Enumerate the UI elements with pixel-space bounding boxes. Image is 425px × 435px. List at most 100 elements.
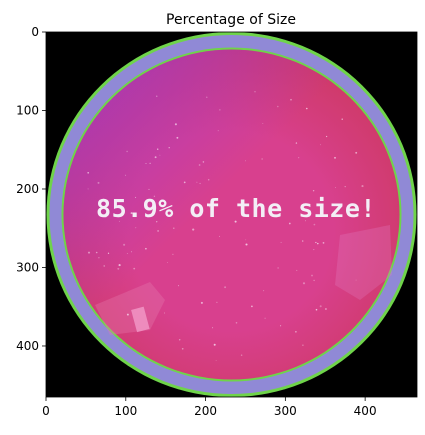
star-speck — [196, 215, 198, 217]
star-speck — [156, 221, 158, 223]
star-speck — [240, 354, 243, 356]
star-speck — [168, 147, 170, 149]
overlay-caption: 85.9% of the size! — [96, 194, 376, 223]
star-speck — [355, 151, 358, 154]
star-speck — [277, 267, 279, 269]
star-field — [87, 91, 364, 361]
star-speck — [280, 241, 282, 243]
star-speck — [174, 123, 177, 126]
star-speck — [135, 227, 137, 229]
star-speck — [312, 189, 315, 192]
star-speck — [320, 144, 321, 146]
x-tick-label: 100 — [114, 404, 137, 418]
star-speck — [288, 222, 291, 225]
star-speck — [192, 228, 195, 231]
star-speck — [295, 142, 298, 144]
star-speck — [335, 186, 337, 188]
x-tick-label: 400 — [354, 404, 377, 418]
star-speck — [200, 301, 203, 304]
star-speck — [319, 305, 322, 308]
star-speck — [126, 313, 129, 316]
star-speck — [156, 148, 159, 150]
star-speck — [97, 181, 100, 184]
star-speck — [263, 290, 265, 292]
star-speck — [262, 122, 264, 124]
star-speck — [173, 227, 175, 230]
star-speck — [183, 181, 186, 184]
star-speck — [325, 135, 328, 138]
x-axis: 0 100 200 300 400 — [42, 397, 377, 418]
star-speck — [107, 252, 110, 254]
star-speck — [98, 256, 100, 259]
star-speck — [176, 136, 179, 139]
star-speck — [313, 279, 315, 282]
star-speck — [154, 156, 157, 159]
star-speck — [301, 240, 304, 242]
y-tick-label: 300 — [16, 260, 39, 274]
star-speck — [261, 158, 263, 160]
star-speck — [341, 118, 343, 120]
star-speck — [290, 98, 292, 101]
y-tick-label: 400 — [16, 339, 39, 353]
star-speck — [95, 251, 98, 254]
star-speck — [245, 243, 248, 246]
star-speck — [87, 171, 90, 174]
star-speck — [224, 286, 227, 289]
star-speck — [355, 279, 357, 281]
star-speck — [245, 239, 247, 241]
star-speck — [135, 196, 137, 198]
star-speck — [334, 156, 336, 159]
star-speck — [196, 181, 198, 183]
star-speck — [313, 249, 315, 251]
star-speck — [295, 331, 297, 333]
star-speck — [117, 267, 120, 270]
star-speck — [164, 312, 165, 314]
y-tick-label: 200 — [16, 182, 39, 196]
star-speck — [156, 95, 158, 97]
star-speck — [207, 179, 210, 181]
star-speck — [104, 215, 107, 218]
star-speck — [344, 185, 346, 188]
star-speck — [148, 188, 150, 190]
star-speck — [216, 301, 218, 304]
star-speck — [306, 107, 308, 110]
x-tick-label: 0 — [42, 404, 50, 418]
star-speck — [335, 213, 337, 216]
star-speck — [315, 308, 318, 311]
x-tick-label: 200 — [194, 404, 217, 418]
star-speck — [125, 174, 127, 176]
star-speck — [305, 220, 306, 222]
chart-title: Percentage of Size — [166, 12, 296, 28]
star-speck — [251, 305, 253, 308]
star-speck — [235, 322, 238, 324]
star-speck — [217, 130, 219, 132]
star-speck — [280, 325, 282, 327]
star-speck — [159, 154, 161, 156]
star-speck — [87, 251, 91, 254]
star-speck — [234, 220, 237, 223]
star-speck — [202, 161, 205, 163]
star-speck — [213, 343, 216, 346]
star-speck — [206, 96, 208, 98]
y-tick-label: 100 — [16, 103, 39, 117]
star-speck — [145, 247, 147, 250]
star-speck — [181, 347, 184, 350]
y-tick-label: 0 — [31, 25, 39, 39]
star-speck — [313, 223, 316, 226]
star-speck — [118, 220, 120, 222]
star-speck — [178, 285, 180, 287]
star-speck — [208, 206, 211, 208]
star-speck — [311, 274, 313, 277]
star-speck — [178, 339, 181, 341]
star-speck — [153, 195, 156, 197]
star-speck — [315, 241, 317, 244]
y-axis: 0 100 200 300 400 — [16, 25, 46, 353]
star-speck — [219, 109, 221, 111]
star-speck — [298, 157, 300, 159]
star-speck — [87, 188, 89, 190]
star-speck — [302, 344, 304, 346]
star-speck — [277, 105, 279, 108]
star-speck — [244, 160, 247, 162]
star-speck — [215, 360, 217, 361]
star-speck — [145, 162, 147, 164]
